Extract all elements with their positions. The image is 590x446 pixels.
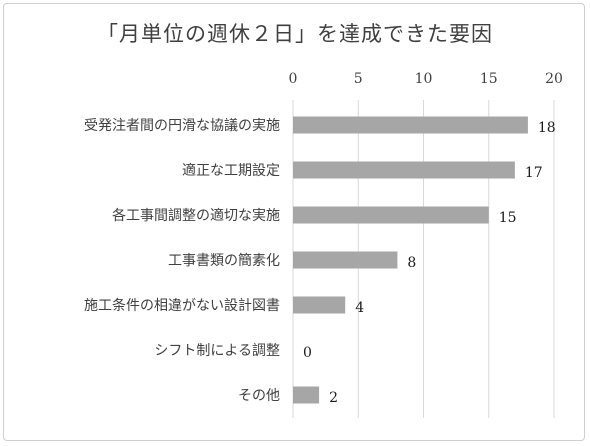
category-label: 工事書類の簡素化 xyxy=(168,253,280,269)
category-label: 各工事間調整の適切な実施 xyxy=(112,207,280,224)
category-label: シフト制による調整 xyxy=(154,343,280,359)
x-axis-tick-labels: 0 5 10 15 20 xyxy=(289,71,563,87)
x-tick-label: 15 xyxy=(480,71,498,87)
bar xyxy=(293,116,528,134)
bar xyxy=(293,386,320,404)
category-label: 施工条件の相違がない設計図書 xyxy=(84,297,280,314)
x-tick-label: 10 xyxy=(415,71,433,87)
bar xyxy=(293,206,489,224)
data-label: 17 xyxy=(525,165,543,181)
data-label: 15 xyxy=(499,210,517,226)
bars xyxy=(293,116,528,404)
category-label: その他 xyxy=(238,388,280,404)
x-tick-label: 20 xyxy=(545,71,563,87)
category-labels: 受発注者間の円滑な協議の実施適正な工期設定各工事間調整の適切な実施工事書類の簡素… xyxy=(84,117,280,404)
x-tick-label: 0 xyxy=(289,71,298,87)
data-label: 4 xyxy=(355,300,364,316)
category-label: 受発注者間の円滑な協議の実施 xyxy=(84,117,280,134)
data-label: 2 xyxy=(329,390,338,406)
data-label: 0 xyxy=(303,345,312,361)
bar xyxy=(293,296,346,314)
bar xyxy=(293,251,398,269)
chart-title: 「月単位の週休２日」を達成できた要因 xyxy=(97,22,493,46)
data-label: 18 xyxy=(538,120,556,136)
bar xyxy=(293,161,515,179)
data-labels: 18 17 15 8 4 0 2 xyxy=(303,120,556,406)
x-tick-label: 5 xyxy=(354,71,363,87)
data-label: 8 xyxy=(407,255,416,271)
category-label: 適正な工期設定 xyxy=(182,162,280,179)
